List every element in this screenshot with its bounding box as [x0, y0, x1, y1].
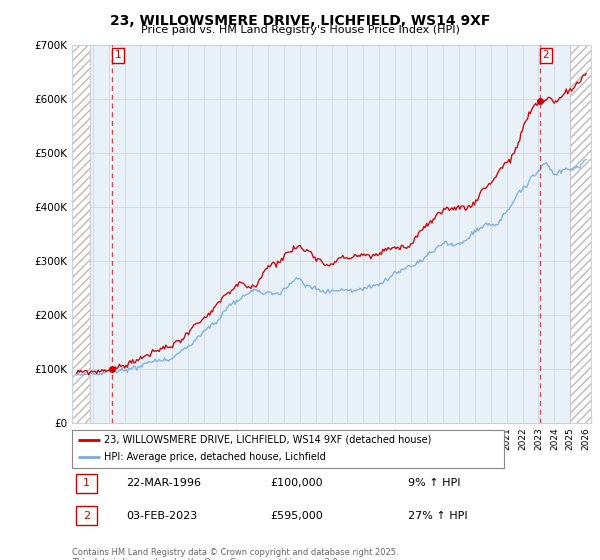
Text: £595,000: £595,000	[270, 511, 323, 521]
Text: 9% ↑ HPI: 9% ↑ HPI	[408, 478, 461, 488]
Text: Contains HM Land Registry data © Crown copyright and database right 2025.
This d: Contains HM Land Registry data © Crown c…	[72, 548, 398, 560]
Text: 23, WILLOWSMERE DRIVE, LICHFIELD, WS14 9XF (detached house): 23, WILLOWSMERE DRIVE, LICHFIELD, WS14 9…	[104, 435, 432, 445]
Text: 2: 2	[83, 511, 90, 521]
Text: 1: 1	[115, 50, 121, 60]
FancyBboxPatch shape	[76, 506, 97, 525]
Text: £100,000: £100,000	[270, 478, 323, 488]
Text: 2: 2	[542, 50, 549, 60]
Point	[535, 97, 545, 106]
Text: 03-FEB-2023: 03-FEB-2023	[126, 511, 197, 521]
Text: 1: 1	[83, 478, 90, 488]
Bar	[69, 45, 89, 423]
Text: 22-MAR-1996: 22-MAR-1996	[126, 478, 201, 488]
Bar	[571, 45, 594, 423]
Point	[107, 365, 117, 374]
FancyBboxPatch shape	[72, 430, 504, 468]
Text: HPI: Average price, detached house, Lichfield: HPI: Average price, detached house, Lich…	[104, 452, 326, 463]
Text: 23, WILLOWSMERE DRIVE, LICHFIELD, WS14 9XF: 23, WILLOWSMERE DRIVE, LICHFIELD, WS14 9…	[110, 14, 490, 28]
Text: Price paid vs. HM Land Registry's House Price Index (HPI): Price paid vs. HM Land Registry's House …	[140, 25, 460, 35]
Text: 27% ↑ HPI: 27% ↑ HPI	[408, 511, 467, 521]
FancyBboxPatch shape	[76, 474, 97, 493]
